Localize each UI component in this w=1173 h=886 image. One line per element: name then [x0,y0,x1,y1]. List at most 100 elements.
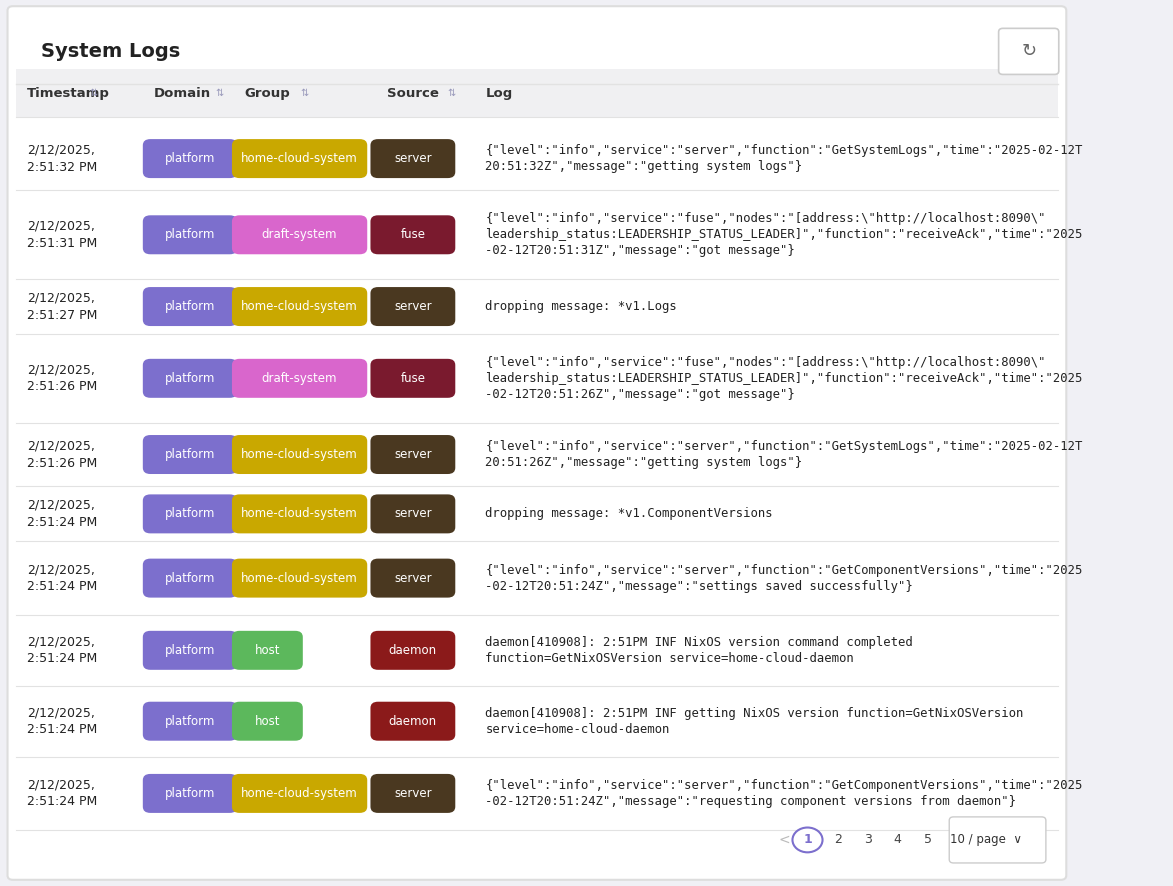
Text: host: host [255,644,280,657]
Text: fuse: fuse [400,372,426,385]
FancyBboxPatch shape [143,774,237,813]
Text: platform: platform [165,448,216,461]
Text: server: server [394,571,432,585]
FancyBboxPatch shape [7,6,1066,880]
Text: ↻: ↻ [1022,43,1036,60]
Text: {"level":"info","service":"fuse","nodes":"[address:\"http://localhost:8090\"
lea: {"level":"info","service":"fuse","nodes"… [486,213,1083,257]
Text: 2/12/2025,
2:51:26 PM: 2/12/2025, 2:51:26 PM [27,363,97,393]
Text: draft-system: draft-system [262,372,338,385]
Circle shape [793,828,822,852]
FancyBboxPatch shape [143,435,237,474]
Text: 10 / page  ∨: 10 / page ∨ [950,834,1022,846]
Text: daemon[410908]: 2:51PM INF getting NixOS version function=GetNixOSVersion
servic: daemon[410908]: 2:51PM INF getting NixOS… [486,707,1024,735]
Text: daemon: daemon [388,644,436,657]
Bar [16,127,1058,190]
Text: 5: 5 [924,834,931,846]
Text: {"level":"info","service":"server","function":"GetComponentVersions","time":"202: {"level":"info","service":"server","func… [486,563,1083,593]
Text: Timestamp: Timestamp [27,87,110,99]
Text: platform: platform [165,152,216,165]
Text: 2/12/2025,
2:51:24 PM: 2/12/2025, 2:51:24 PM [27,635,97,665]
Bar [16,541,1058,615]
Text: {"level":"info","service":"fuse","nodes":"[address:\"http://localhost:8090\"
lea: {"level":"info","service":"fuse","nodes"… [486,356,1083,400]
Bar [16,486,1058,541]
Text: 20: 20 [979,834,996,846]
FancyBboxPatch shape [232,435,367,474]
Text: platform: platform [165,229,216,241]
FancyBboxPatch shape [232,631,303,670]
Text: 2/12/2025,
2:51:24 PM: 2/12/2025, 2:51:24 PM [27,706,97,736]
FancyBboxPatch shape [949,817,1046,863]
FancyBboxPatch shape [371,494,455,533]
Text: platform: platform [165,372,216,385]
Text: home-cloud-system: home-cloud-system [242,508,358,520]
FancyBboxPatch shape [371,559,455,597]
Text: {"level":"info","service":"server","function":"GetComponentVersions","time":"202: {"level":"info","service":"server","func… [486,779,1083,808]
FancyBboxPatch shape [371,702,455,741]
FancyBboxPatch shape [232,559,367,597]
Text: System Logs: System Logs [41,42,179,61]
FancyBboxPatch shape [16,69,1058,117]
FancyBboxPatch shape [371,774,455,813]
Text: {"level":"info","service":"server","function":"GetSystemLogs","time":"2025-02-12: {"level":"info","service":"server","func… [486,144,1083,173]
Text: {"level":"info","service":"server","function":"GetSystemLogs","time":"2025-02-12: {"level":"info","service":"server","func… [486,440,1083,469]
Text: home-cloud-system: home-cloud-system [242,152,358,165]
FancyBboxPatch shape [143,139,237,178]
Text: 2: 2 [834,834,841,846]
FancyBboxPatch shape [371,287,455,326]
FancyBboxPatch shape [143,494,237,533]
Text: home-cloud-system: home-cloud-system [242,300,358,313]
FancyBboxPatch shape [371,139,455,178]
FancyBboxPatch shape [371,359,455,398]
Text: dropping message: *v1.ComponentVersions: dropping message: *v1.ComponentVersions [486,508,773,520]
Text: daemon: daemon [388,715,436,727]
Text: platform: platform [165,644,216,657]
Text: server: server [394,508,432,520]
Text: server: server [394,300,432,313]
FancyBboxPatch shape [232,702,303,741]
Text: platform: platform [165,571,216,585]
FancyBboxPatch shape [371,215,455,254]
Text: 3: 3 [863,834,872,846]
FancyBboxPatch shape [371,435,455,474]
Text: home-cloud-system: home-cloud-system [242,787,358,800]
Text: Group: Group [245,87,291,99]
Text: Source: Source [387,87,439,99]
FancyBboxPatch shape [232,494,367,533]
Text: Domain: Domain [154,87,211,99]
FancyBboxPatch shape [143,559,237,597]
Bar [16,615,1058,686]
Text: platform: platform [165,300,216,313]
Text: platform: platform [165,715,216,727]
FancyBboxPatch shape [232,774,367,813]
FancyBboxPatch shape [143,702,237,741]
Text: ⇅: ⇅ [216,88,224,98]
Text: server: server [394,787,432,800]
Text: 2/12/2025,
2:51:24 PM: 2/12/2025, 2:51:24 PM [27,779,97,808]
Text: host: host [255,715,280,727]
Bar [16,279,1058,334]
Text: ⇅: ⇅ [300,88,308,98]
Bar [16,334,1058,423]
Text: ⇅: ⇅ [89,88,97,98]
Text: home-cloud-system: home-cloud-system [242,448,358,461]
Text: <: < [778,833,789,847]
Bar [16,757,1058,830]
Bar [16,190,1058,279]
FancyBboxPatch shape [143,631,237,670]
Text: ···: ··· [951,834,964,846]
Text: draft-system: draft-system [262,229,338,241]
Bar [16,423,1058,486]
Text: platform: platform [165,508,216,520]
FancyBboxPatch shape [143,287,237,326]
Bar [16,686,1058,757]
Text: 2/12/2025,
2:51:31 PM: 2/12/2025, 2:51:31 PM [27,220,97,250]
FancyBboxPatch shape [232,359,367,398]
Text: 1: 1 [804,834,812,846]
Text: daemon[410908]: 2:51PM INF NixOS version command completed
function=GetNixOSVers: daemon[410908]: 2:51PM INF NixOS version… [486,636,913,664]
Text: 2/12/2025,
2:51:32 PM: 2/12/2025, 2:51:32 PM [27,144,97,174]
Text: 2/12/2025,
2:51:24 PM: 2/12/2025, 2:51:24 PM [27,563,97,593]
Text: >: > [1012,833,1024,847]
Text: 4: 4 [894,834,902,846]
FancyBboxPatch shape [371,631,455,670]
Text: 2/12/2025,
2:51:27 PM: 2/12/2025, 2:51:27 PM [27,291,97,322]
